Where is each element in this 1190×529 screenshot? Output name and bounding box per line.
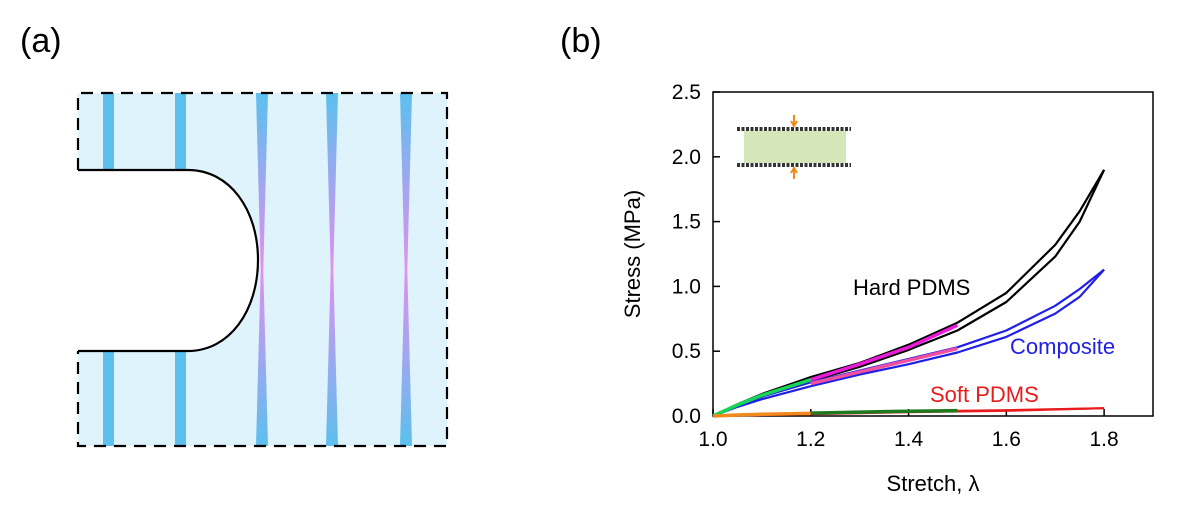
diagram-dashed-border bbox=[76, 91, 449, 448]
series-label-soft-pdms: Soft PDMS bbox=[930, 382, 1039, 407]
overlay-line-1 bbox=[810, 323, 959, 382]
stripe-1 bbox=[103, 93, 114, 170]
panel-label-a: (a) bbox=[20, 22, 62, 60]
plot-frame bbox=[712, 91, 1154, 417]
inset-sample bbox=[744, 131, 846, 163]
x-tick-label-0: 1.0 bbox=[698, 428, 727, 451]
x-axis-label: Stretch, λ bbox=[887, 471, 980, 496]
tapered-stripe-3 bbox=[400, 93, 412, 446]
x-tick-label-3: 1.6 bbox=[992, 428, 1021, 451]
y-axis-label: Stress (MPa) bbox=[620, 190, 645, 318]
stripe-1-lower bbox=[103, 351, 114, 446]
overlay-line-2 bbox=[810, 346, 958, 386]
stress-stretch-chart: 1.0 1.2 1.4 1.6 1.8 0.0 0.5 1.0 1.5 2.0 2.5 Hard P… bbox=[620, 81, 1154, 496]
compression-inset bbox=[737, 115, 851, 179]
overlay-line-0 bbox=[712, 378, 812, 418]
tapered-stripes bbox=[256, 93, 412, 446]
stripe-2 bbox=[175, 93, 186, 170]
series-label-hard-pdms: Hard PDMS bbox=[853, 275, 970, 300]
overlay-line-3 bbox=[712, 411, 811, 418]
y-tick-label-1: 0.5 bbox=[672, 340, 701, 363]
series-label-composite: Composite bbox=[1010, 334, 1115, 359]
tapered-stripe-1 bbox=[256, 93, 268, 446]
notch-outline bbox=[78, 168, 260, 353]
overlay-line-4 bbox=[810, 408, 958, 415]
inset-bottom-arrow bbox=[790, 166, 798, 179]
stripe-2-lower bbox=[175, 351, 186, 446]
y-tick-label-3: 1.5 bbox=[672, 211, 701, 234]
axis-ticks: 1.0 1.2 1.4 1.6 1.8 0.0 0.5 1.0 1.5 2.0 2.5 bbox=[672, 81, 1119, 451]
x-tick-label-1: 1.2 bbox=[796, 428, 825, 451]
y-tick-label-2: 1.0 bbox=[672, 275, 701, 298]
y-tick-label-5: 2.5 bbox=[672, 81, 701, 104]
y-tick-label-4: 2.0 bbox=[672, 146, 701, 169]
y-tick-label-0: 0.0 bbox=[672, 405, 701, 428]
x-tick-label-2: 1.4 bbox=[894, 428, 924, 451]
series-line-1-unloading bbox=[712, 268, 1105, 418]
notched-strip-diagram bbox=[76, 91, 449, 448]
x-tick-label-4: 1.8 bbox=[1090, 428, 1119, 451]
series-layer bbox=[712, 169, 1106, 418]
tapered-stripe-2 bbox=[326, 93, 338, 446]
inset-top-arrow bbox=[790, 115, 798, 128]
panel-label-b: (b) bbox=[560, 22, 602, 60]
